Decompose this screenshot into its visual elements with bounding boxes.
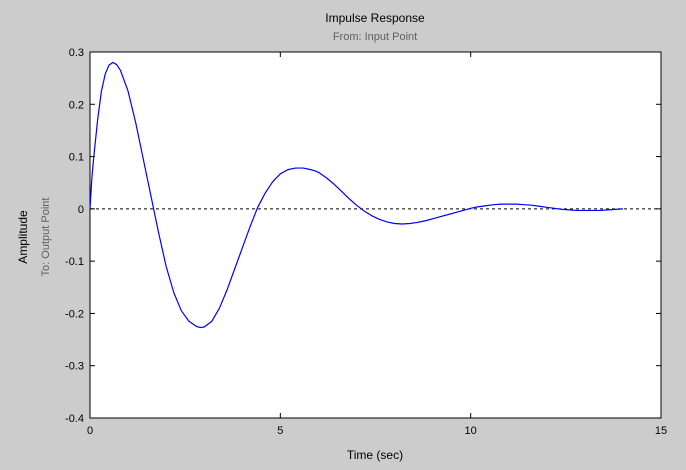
impulse-response-series-line	[89, 61, 623, 329]
chart-subtitle: From: Input Point	[333, 31, 417, 43]
y-tick-label: -0.3	[65, 361, 84, 373]
x-axis-label: Time (sec)	[347, 448, 403, 462]
x-tick-label: 0	[87, 425, 93, 437]
y-tick-label: -0.2	[65, 308, 84, 320]
y-tick-label: 0.3	[69, 47, 84, 59]
y-tick-label: 0.1	[69, 152, 84, 164]
y-tick-label: -0.4	[65, 413, 84, 425]
x-tick-label: 5	[277, 425, 283, 437]
plot-area	[89, 51, 662, 419]
y-tick-label: 0	[78, 204, 84, 216]
x-tick-label: 15	[655, 425, 667, 437]
x-tick-label: 10	[465, 425, 477, 437]
chart-title: Impulse Response	[325, 11, 425, 25]
y-tick-label: -0.1	[65, 256, 84, 268]
y-axis-label-output: To: Output Point	[40, 198, 52, 277]
y-tick-label: 0.2	[69, 99, 84, 111]
y-axis-label: Amplitude	[16, 210, 30, 264]
